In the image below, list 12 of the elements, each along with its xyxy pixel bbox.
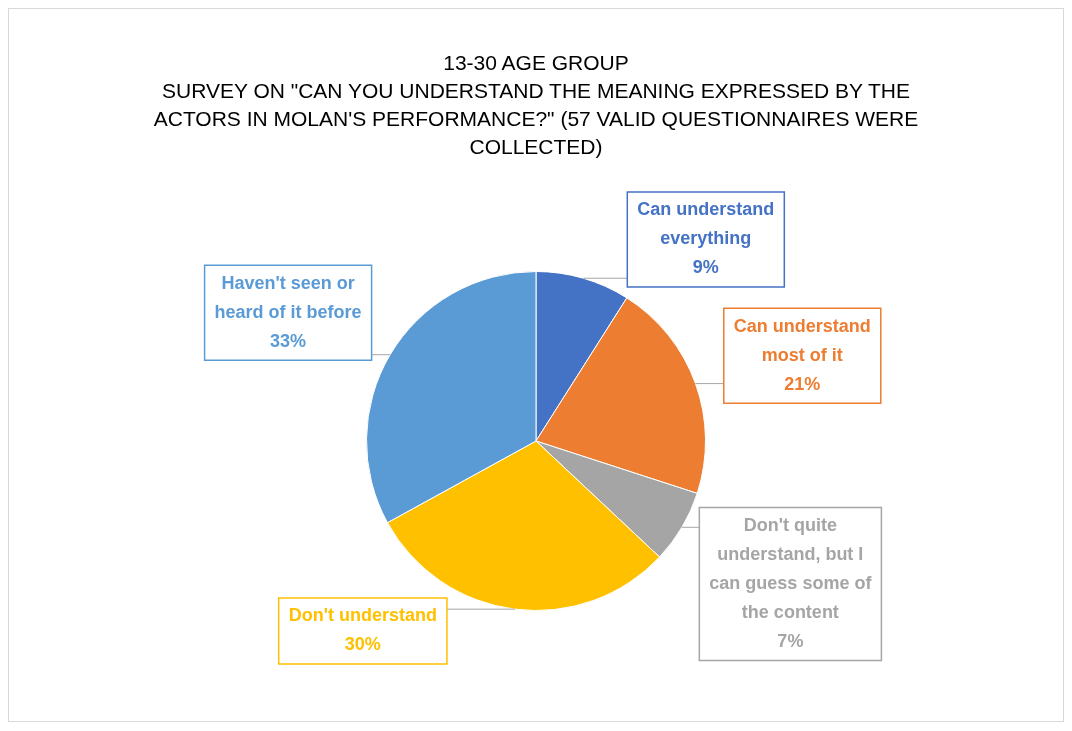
slice-label: Can understand everything [637, 199, 775, 249]
slice-label: Haven't seen or heard of it before [214, 272, 362, 322]
slice-label: Don't quite understand, but I can guess some of the content [709, 515, 873, 623]
slice-label: Don't understand [288, 605, 437, 626]
slice-label: Can understand most of it [733, 315, 871, 365]
data-label: 30% [344, 634, 381, 655]
data-label: 33% [270, 330, 307, 351]
chart-title: 13-30 AGE GROUP [442, 50, 630, 76]
chart-subtitle: SURVEY ON "CAN YOU UNDERSTAND THE MEANING EXPRESSED BY THE ACTORS IN MOLAN'S PERFORMANCE?" (57 VALID QUESTIONNAIRES WERE COLLECTED) [152, 78, 920, 160]
data-label: 9% [692, 257, 719, 278]
data-label: 7% [777, 631, 804, 652]
data-label: 21% [784, 373, 821, 394]
